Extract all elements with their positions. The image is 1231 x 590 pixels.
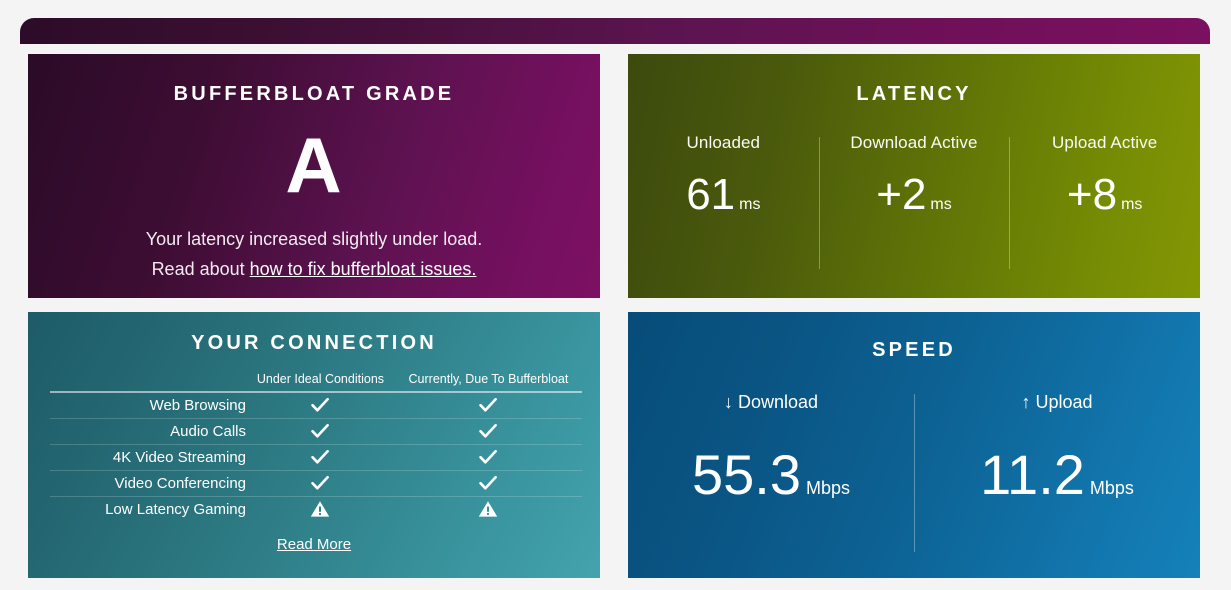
read-more-link[interactable]: Read More (276, 536, 352, 553)
check-icon (478, 448, 498, 466)
bufferbloat-read-about-line: Read about how to fix bufferbloat issues… (28, 259, 600, 280)
latency-title: LATENCY (856, 83, 972, 105)
latency-metric-number: +8 (1066, 170, 1118, 219)
connection-cell-ideal (246, 418, 395, 445)
connection-cell-ideal (246, 392, 395, 419)
latency-panel: LATENCY Unloaded 61 ms Download Active +2… (628, 54, 1200, 298)
table-row: Audio Calls (50, 418, 582, 445)
check-icon (478, 396, 498, 414)
connection-cell-current (394, 392, 582, 419)
connection-row-label: Audio Calls (50, 418, 246, 445)
speed-title: SPEED (872, 339, 956, 361)
speed-upload: ↑ Upload 11.2 Mbps (914, 392, 1200, 562)
connection-row-label: 4K Video Streaming (50, 444, 246, 471)
connection-table-body: Web Browsing Audio (50, 392, 582, 522)
connection-table-head: Under Ideal Conditions Currently, Due To… (50, 372, 582, 392)
latency-metric-unloaded: Unloaded 61 ms (628, 133, 819, 273)
read-about-prefix: Read about (151, 259, 250, 279)
connection-read-more: Read More (28, 536, 600, 553)
bufferbloat-grade-value: A (285, 121, 343, 209)
upload-label: ↑ Upload (1021, 392, 1093, 412)
connection-cell-current (394, 444, 582, 471)
bufferbloat-grade-panel: BUFFERBLOAT GRADE A Your latency increas… (28, 54, 600, 298)
latency-metric-value: 61 ms (628, 173, 819, 217)
latency-metric-value: +8 ms (1009, 173, 1200, 217)
your-connection-title: YOUR CONNECTION (191, 332, 437, 354)
table-row: Low Latency Gaming (50, 497, 582, 523)
table-row: 4K Video Streaming (50, 444, 582, 471)
results-grid: BUFFERBLOAT GRADE A Your latency increas… (28, 54, 1200, 578)
latency-metric-number: +2 (876, 170, 927, 219)
connection-capability-table: Under Ideal Conditions Currently, Due To… (50, 372, 582, 522)
check-icon (478, 474, 498, 492)
connection-row-label: Web Browsing (50, 392, 246, 419)
bufferbloat-grade-title: BUFFERBLOAT GRADE (173, 83, 455, 105)
download-number: 55.3 (691, 443, 801, 506)
latency-metric-label: Upload Active (1052, 133, 1158, 152)
connection-cell-current (395, 497, 582, 523)
connection-col-current: Currently, Due To Bufferbloat (408, 372, 569, 386)
download-unit: Mbps (805, 478, 850, 498)
upload-number: 11.2 (980, 443, 1085, 506)
latency-metric-upload-active: Upload Active +8 ms (1009, 133, 1200, 273)
speed-metrics: ↓ Download 55.3 Mbps ↑ Upload 11.2 Mbps (628, 392, 1200, 562)
latency-metric-number: 61 (686, 170, 736, 219)
latency-metric-unit: ms (1121, 196, 1143, 213)
latency-metrics: Unloaded 61 ms Download Active +2 ms Uploa… (628, 133, 1200, 273)
connection-cell-current (394, 470, 582, 497)
fix-bufferbloat-link[interactable]: how to fix bufferbloat issues. (249, 259, 477, 279)
bufferbloat-grade-description: Your latency increased slightly under lo… (145, 229, 483, 249)
connection-cell-ideal (246, 497, 395, 523)
connection-col-ideal: Under Ideal Conditions (256, 372, 385, 386)
connection-col-blank (50, 372, 246, 392)
connection-cell-ideal (246, 444, 395, 471)
connection-cell-ideal (246, 470, 395, 497)
latency-metric-download-active: Download Active +2 ms (818, 133, 1010, 273)
latency-metric-unit: ms (930, 196, 952, 213)
connection-table-header-row: Under Ideal Conditions Currently, Due To… (50, 372, 582, 392)
connection-cell-current (394, 418, 582, 445)
upload-unit: Mbps (1089, 478, 1134, 498)
table-row: Video Conferencing (50, 470, 582, 497)
check-icon (310, 396, 330, 414)
speed-download: ↓ Download 55.3 Mbps (628, 392, 914, 562)
latency-metric-value: +2 ms (819, 173, 1010, 217)
connection-row-label: Low Latency Gaming (105, 501, 246, 518)
check-icon (478, 422, 498, 440)
warning-icon (310, 500, 330, 518)
latency-metric-label: Download Active (850, 133, 978, 152)
table-row: Web Browsing (50, 392, 582, 419)
window-top-bar (20, 18, 1210, 44)
speed-panel: SPEED ↓ Download 55.3 Mbps ↑ Upload 11.2 M… (628, 312, 1200, 578)
check-icon (310, 474, 330, 492)
your-connection-panel: YOUR CONNECTION Under Ideal Conditions C… (28, 312, 600, 578)
check-icon (310, 422, 330, 440)
connection-row-label: Video Conferencing (50, 470, 246, 497)
download-value: 55.3 Mbps (628, 447, 914, 503)
latency-metric-unit: ms (739, 196, 761, 213)
latency-metric-label: Unloaded (686, 133, 761, 152)
upload-value: 11.2 Mbps (914, 447, 1200, 503)
check-icon (310, 448, 330, 466)
warning-icon (478, 500, 498, 518)
download-label: ↓ Download (723, 392, 819, 412)
